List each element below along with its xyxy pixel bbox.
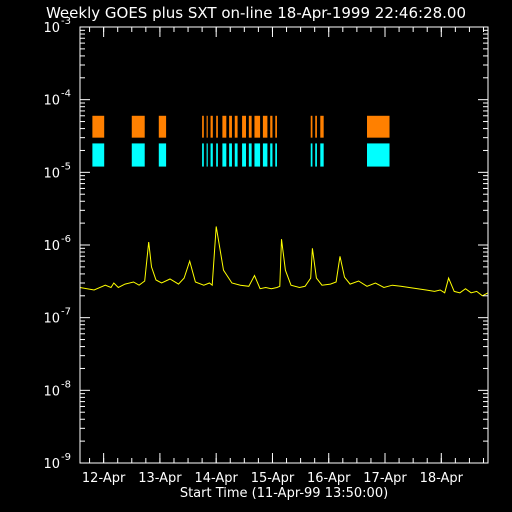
coverage-band-0-segment-18 xyxy=(320,115,324,138)
y-tick-label: 10 xyxy=(43,457,60,472)
x-tick-label: 13-Apr xyxy=(138,471,182,486)
coverage-band-0-segment-12 xyxy=(254,115,261,138)
coverage-band-1-segment-0 xyxy=(92,143,105,167)
coverage-band-0-segment-15 xyxy=(275,115,277,138)
x-tick-label: 12-Apr xyxy=(82,471,126,486)
coverage-band-0-segment-7 xyxy=(222,115,227,138)
coverage-band-1-segment-15 xyxy=(275,143,277,167)
coverage-band-0-segment-9 xyxy=(234,115,238,138)
coverage-band-1-segment-8 xyxy=(229,143,232,167)
coverage-band-1-segment-2 xyxy=(158,143,167,167)
y-tick-label: 10 xyxy=(43,94,60,109)
coverage-band-1-segment-16 xyxy=(310,143,313,167)
y-tick-exponent: -3 xyxy=(61,16,71,27)
x-tick-label: 17-Apr xyxy=(363,471,407,486)
coverage-band-0-segment-19 xyxy=(367,115,390,138)
y-tick-label: 10 xyxy=(43,239,60,254)
y-tick-label: 10 xyxy=(43,166,60,181)
coverage-band-1-segment-6 xyxy=(216,143,218,167)
coverage-band-1-segment-13 xyxy=(262,143,268,167)
y-tick-exponent: -9 xyxy=(61,452,71,463)
coverage-bands xyxy=(92,115,390,167)
x-tick-label: 14-Apr xyxy=(194,471,238,486)
coverage-band-1-segment-1 xyxy=(131,143,145,167)
y-tick-label: 10 xyxy=(43,21,60,36)
coverage-band-1-segment-19 xyxy=(367,143,390,167)
coverage-band-0-segment-6 xyxy=(216,115,218,138)
y-axis: 10-310-410-510-610-710-810-9 xyxy=(43,16,488,472)
coverage-band-1-segment-14 xyxy=(270,143,273,167)
x-tick-label: 18-Apr xyxy=(420,471,464,486)
coverage-band-0-segment-8 xyxy=(229,115,232,138)
flux-series-line-0 xyxy=(79,226,489,297)
coverage-band-1-segment-11 xyxy=(248,143,252,167)
coverage-band-1-segment-9 xyxy=(234,143,238,167)
coverage-band-0-segment-3 xyxy=(202,115,204,138)
y-tick-exponent: -6 xyxy=(61,234,71,245)
coverage-band-1-segment-7 xyxy=(222,143,227,167)
coverage-band-0-segment-14 xyxy=(270,115,273,138)
coverage-band-0-segment-1 xyxy=(131,115,145,138)
coverage-band-1-segment-10 xyxy=(242,143,247,167)
coverage-band-1-segment-5 xyxy=(210,143,213,167)
y-tick-exponent: -8 xyxy=(61,379,71,390)
coverage-band-0-segment-0 xyxy=(92,115,105,138)
flux-series xyxy=(79,226,489,297)
y-tick-exponent: -5 xyxy=(61,161,71,172)
coverage-band-0-segment-13 xyxy=(262,115,268,138)
coverage-band-1-segment-4 xyxy=(206,143,208,167)
coverage-band-0-segment-16 xyxy=(310,115,313,138)
coverage-band-1-segment-3 xyxy=(202,143,204,167)
coverage-band-0-segment-2 xyxy=(158,115,167,138)
coverage-band-1-segment-12 xyxy=(254,143,261,167)
coverage-band-0-segment-11 xyxy=(248,115,252,138)
coverage-band-0-segment-10 xyxy=(242,115,247,138)
x-tick-label: 15-Apr xyxy=(251,471,295,486)
chart-title: Weekly GOES plus SXT on-line 18-Apr-1999… xyxy=(46,4,466,22)
y-tick-label: 10 xyxy=(43,312,60,327)
x-axis: 12-Apr 13-Apr 14-Apr 15-Apr 16-Apr 17-Apr 18-A… xyxy=(82,27,484,486)
coverage-band-0-segment-17 xyxy=(315,115,317,138)
x-axis-label: Start Time (11-Apr-99 13:50:00) xyxy=(180,486,388,501)
coverage-band-0-segment-5 xyxy=(210,115,213,138)
coverage-band-1-segment-18 xyxy=(320,143,324,167)
y-tick-exponent: -4 xyxy=(61,89,71,100)
coverage-band-0-segment-4 xyxy=(206,115,208,138)
y-tick-exponent: -7 xyxy=(61,307,71,318)
coverage-band-1-segment-17 xyxy=(315,143,317,167)
y-tick-label: 10 xyxy=(43,384,60,399)
x-tick-label: 16-Apr xyxy=(307,471,351,486)
plot-frame xyxy=(79,26,489,464)
